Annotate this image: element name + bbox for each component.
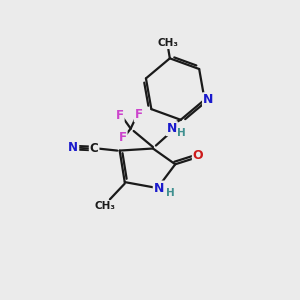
Text: CH₃: CH₃ [94, 201, 115, 211]
Text: N: N [167, 122, 177, 135]
Text: O: O [193, 149, 203, 162]
Text: H: H [166, 188, 174, 198]
Text: CH₃: CH₃ [158, 38, 179, 49]
Text: N: N [68, 141, 78, 154]
Text: F: F [116, 109, 124, 122]
Text: H: H [177, 128, 186, 138]
Text: N: N [154, 182, 164, 194]
Text: C: C [90, 142, 98, 155]
Text: F: F [135, 108, 143, 122]
Text: N: N [203, 93, 213, 106]
Text: F: F [119, 131, 127, 144]
